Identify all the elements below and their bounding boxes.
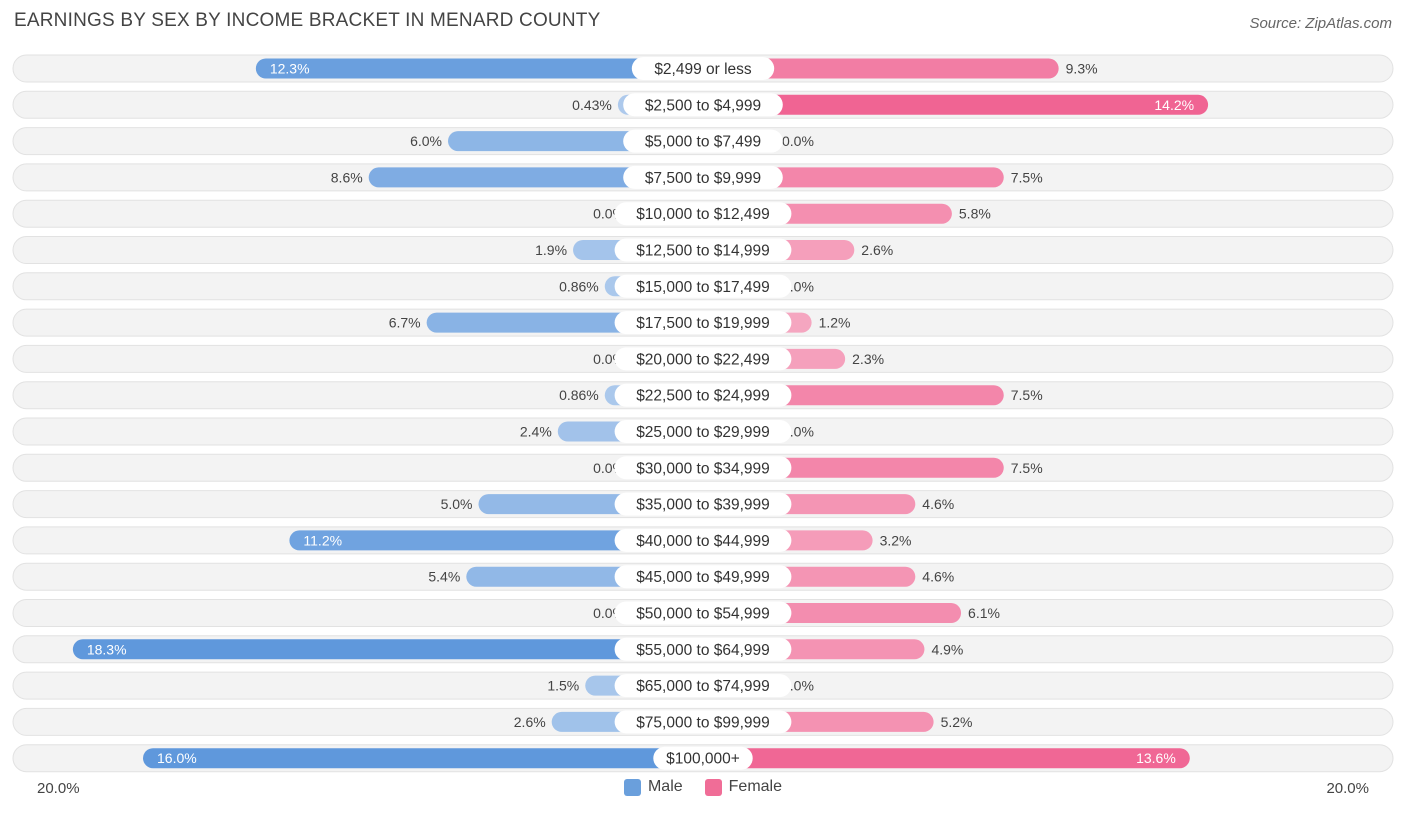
category-pill: [614, 420, 792, 443]
source-label: Source: ZipAtlas.com: [1249, 15, 1392, 32]
category-label: $22,500 to $24,999: [636, 388, 770, 405]
female-value-label: 7.5%: [1011, 387, 1043, 403]
female-bar: [703, 748, 1190, 769]
category-pill: [614, 456, 792, 480]
category-pill: [623, 129, 783, 153]
category-label: $55,000 to $64,999: [636, 642, 770, 659]
male-value-label: 1.9%: [535, 242, 567, 258]
female-value-label: 9.3%: [1066, 61, 1098, 77]
category-label: $65,000 to $74,999: [636, 678, 770, 695]
category-label: $5,000 to $7,499: [645, 134, 761, 151]
male-value-label: 0.86%: [559, 278, 599, 294]
female-value-label: 6.1%: [968, 605, 1000, 621]
male-bar: [368, 167, 703, 188]
male-value-label: 11.2%: [303, 532, 342, 548]
female-value-label: 2.6%: [861, 242, 893, 258]
male-value-label: 6.0%: [410, 133, 442, 149]
female-value-label: 14.2%: [1154, 97, 1194, 113]
axis-left-label: 20.0%: [37, 780, 80, 797]
category-pill: [614, 238, 792, 262]
male-value-label: 0.86%: [559, 387, 599, 403]
female-value-label: 7.5%: [1011, 169, 1043, 185]
category-label: $25,000 to $29,999: [636, 424, 770, 441]
male-value-label: 2.6%: [514, 714, 546, 730]
male-bar: [143, 748, 703, 769]
female-bar: [703, 94, 1209, 115]
female-value-label: 5.8%: [959, 206, 991, 222]
male-value-label: 2.4%: [520, 424, 552, 440]
category-label: $100,000+: [666, 751, 740, 768]
category-label: $17,500 to $19,999: [636, 315, 770, 332]
category-label: $35,000 to $39,999: [636, 497, 770, 514]
category-label: $30,000 to $34,999: [636, 460, 770, 477]
male-bar: [289, 530, 703, 551]
male-swatch: [623, 778, 641, 796]
female-value-label: 1.2%: [819, 315, 851, 331]
category-label: $15,000 to $17,499: [636, 279, 770, 296]
male-value-label: 18.3%: [87, 641, 127, 657]
male-bar: [255, 58, 703, 79]
female-value-label: 5.2%: [941, 714, 973, 730]
legend: Male Female: [0, 778, 1406, 796]
category-label: $45,000 to $49,999: [636, 569, 770, 586]
category-pill: [614, 637, 792, 661]
male-value-label: 16.0%: [157, 750, 197, 766]
legend-item-male[interactable]: Male: [623, 778, 683, 796]
category-pill: [614, 311, 792, 335]
category-pill: [614, 710, 792, 734]
category-pill: [614, 383, 792, 407]
male-value-label: 1.5%: [547, 678, 579, 694]
female-value-label: 4.6%: [922, 496, 954, 512]
category-pill: [614, 528, 792, 552]
category-pill: [623, 165, 783, 189]
legend-item-female[interactable]: Female: [704, 778, 783, 796]
female-value-label: 7.5%: [1011, 460, 1043, 476]
female-value-label: 4.9%: [931, 641, 963, 657]
category-pill: [614, 347, 792, 371]
male-value-label: 0.43%: [572, 97, 612, 113]
male-value-label: 5.0%: [441, 496, 473, 512]
male-value-label: 6.7%: [389, 315, 421, 331]
category-pill: [614, 202, 792, 226]
category-label: $7,500 to $9,999: [645, 170, 761, 187]
category-label: $40,000 to $44,999: [636, 533, 770, 550]
category-pill: [614, 492, 792, 516]
female-value-label: 3.2%: [880, 532, 912, 548]
axis-right-label: 20.0%: [1326, 780, 1369, 797]
category-pill: [614, 601, 792, 625]
female-bar: [703, 58, 1059, 79]
category-label: $2,500 to $4,999: [645, 97, 761, 114]
male-bar: [72, 639, 704, 660]
female-value-label: 2.3%: [852, 351, 884, 367]
category-label: $75,000 to $99,999: [636, 714, 770, 731]
female-value-label: 13.6%: [1136, 750, 1176, 766]
category-pill: [614, 274, 792, 298]
female-value-label: 0.0%: [782, 133, 814, 149]
female-value-label: 4.6%: [922, 569, 954, 585]
chart-title: EARNINGS BY SEX BY INCOME BRACKET IN MEN…: [14, 10, 601, 31]
category-label: $20,000 to $22,499: [636, 351, 770, 368]
category-label: $2,499 or less: [654, 61, 752, 78]
category-label: $12,500 to $14,999: [636, 243, 770, 260]
chart: 12.3% 9.3% $2,499 or less 0.43% 14.2% $2,500 …: [12, 54, 1394, 773]
male-value-label: 8.6%: [331, 169, 363, 185]
female-swatch: [704, 778, 722, 796]
legend-female-label: Female: [728, 778, 783, 795]
category-pill: [623, 93, 783, 117]
category-label: $10,000 to $12,499: [636, 206, 770, 223]
male-value-label: 5.4%: [428, 569, 460, 585]
category-pill: [614, 674, 792, 698]
category-pill: [631, 57, 775, 80]
category-pill: [614, 565, 792, 589]
category-pill: [653, 746, 753, 770]
category-label: $50,000 to $54,999: [636, 606, 770, 623]
legend-male-label: Male: [647, 778, 683, 795]
male-value-label: 12.3%: [270, 61, 310, 77]
